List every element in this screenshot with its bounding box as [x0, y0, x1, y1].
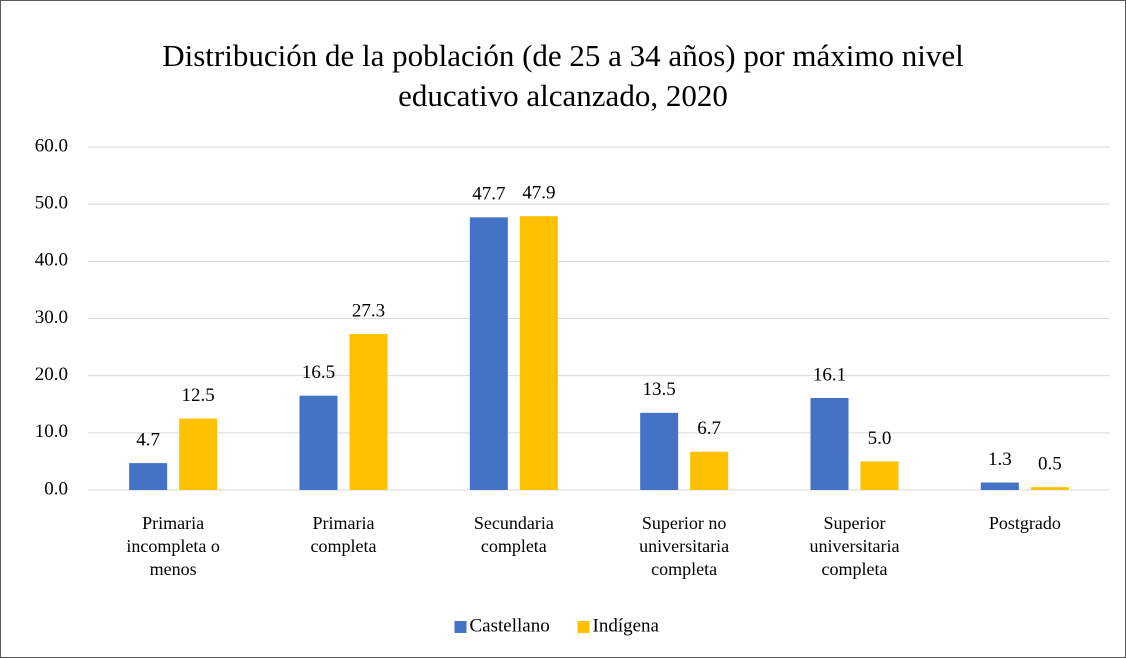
data-label: 4.7	[136, 429, 160, 450]
legend-label: Indígena	[593, 615, 660, 636]
y-tick-label: 50.0	[35, 193, 68, 214]
y-tick-label: 10.0	[35, 421, 68, 442]
bar	[980, 482, 1019, 490]
bar	[469, 217, 508, 490]
y-tick-label: 30.0	[35, 307, 68, 328]
data-label: 47.7	[472, 184, 505, 205]
legend-label: Castellano	[470, 615, 550, 636]
bar	[349, 333, 388, 490]
x-tick-label: Secundaria completa	[473, 513, 554, 556]
y-tick-label: 60.0	[35, 135, 68, 156]
data-label: 16.5	[302, 362, 335, 383]
bar	[299, 395, 338, 490]
x-tick-label: Superior no universitaria completa	[639, 513, 730, 579]
y-tick-label: 0.0	[44, 478, 68, 499]
data-label: 12.5	[182, 385, 215, 406]
bar	[690, 451, 729, 490]
data-label: 13.5	[643, 379, 676, 400]
bar	[519, 216, 558, 490]
y-tick-label: 20.0	[35, 364, 68, 385]
bar	[810, 397, 849, 490]
legend-swatch	[577, 621, 590, 633]
x-tick-label: Primaria incompleta o menos	[126, 513, 220, 579]
bar	[860, 461, 899, 490]
bar	[1030, 487, 1069, 490]
data-label: 6.7	[697, 418, 721, 439]
x-tick-label: Postgrado	[988, 513, 1061, 533]
x-tick-label: Superior universitaria completa	[809, 513, 900, 579]
legend-swatch	[454, 621, 467, 633]
data-label: 0.5	[1038, 454, 1062, 475]
y-tick-label: 40.0	[35, 250, 68, 271]
data-label: 27.3	[352, 300, 385, 321]
bar	[129, 463, 168, 490]
data-label: 5.0	[868, 428, 892, 449]
bar	[179, 418, 218, 490]
chart-title: Distribución de la población (de 25 a 34…	[162, 38, 964, 113]
x-tick-label: Primaria completa	[310, 513, 377, 556]
data-label: 47.9	[522, 183, 555, 204]
bar	[640, 412, 679, 490]
data-label: 16.1	[813, 364, 846, 385]
data-label: 1.3	[988, 449, 1012, 470]
